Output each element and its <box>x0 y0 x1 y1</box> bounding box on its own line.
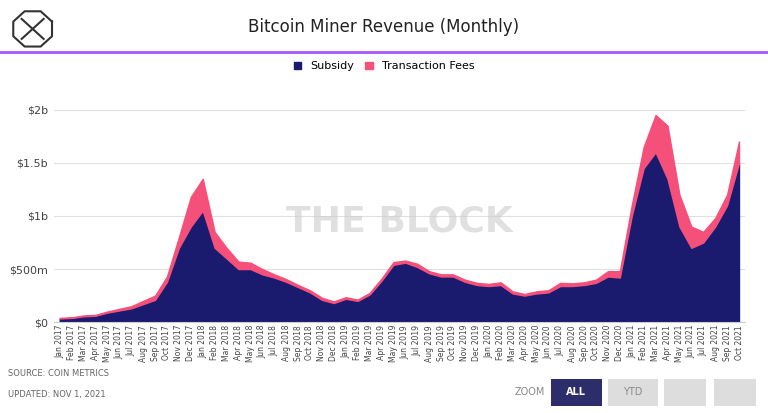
Bar <box>551 379 601 406</box>
Text: ALL: ALL <box>566 387 586 397</box>
Bar <box>714 379 756 406</box>
Text: SOURCE: COIN METRICS: SOURCE: COIN METRICS <box>8 369 109 378</box>
Bar <box>607 379 658 406</box>
Text: ZOOM: ZOOM <box>515 387 545 397</box>
Bar <box>664 379 707 406</box>
Legend: Subsidy, Transaction Fees: Subsidy, Transaction Fees <box>293 61 475 71</box>
Text: Bitcoin Miner Revenue (Monthly): Bitcoin Miner Revenue (Monthly) <box>248 18 520 36</box>
Text: YTD: YTD <box>624 387 643 397</box>
Text: UPDATED: NOV 1, 2021: UPDATED: NOV 1, 2021 <box>8 389 105 399</box>
Text: THE BLOCK: THE BLOCK <box>286 205 513 239</box>
